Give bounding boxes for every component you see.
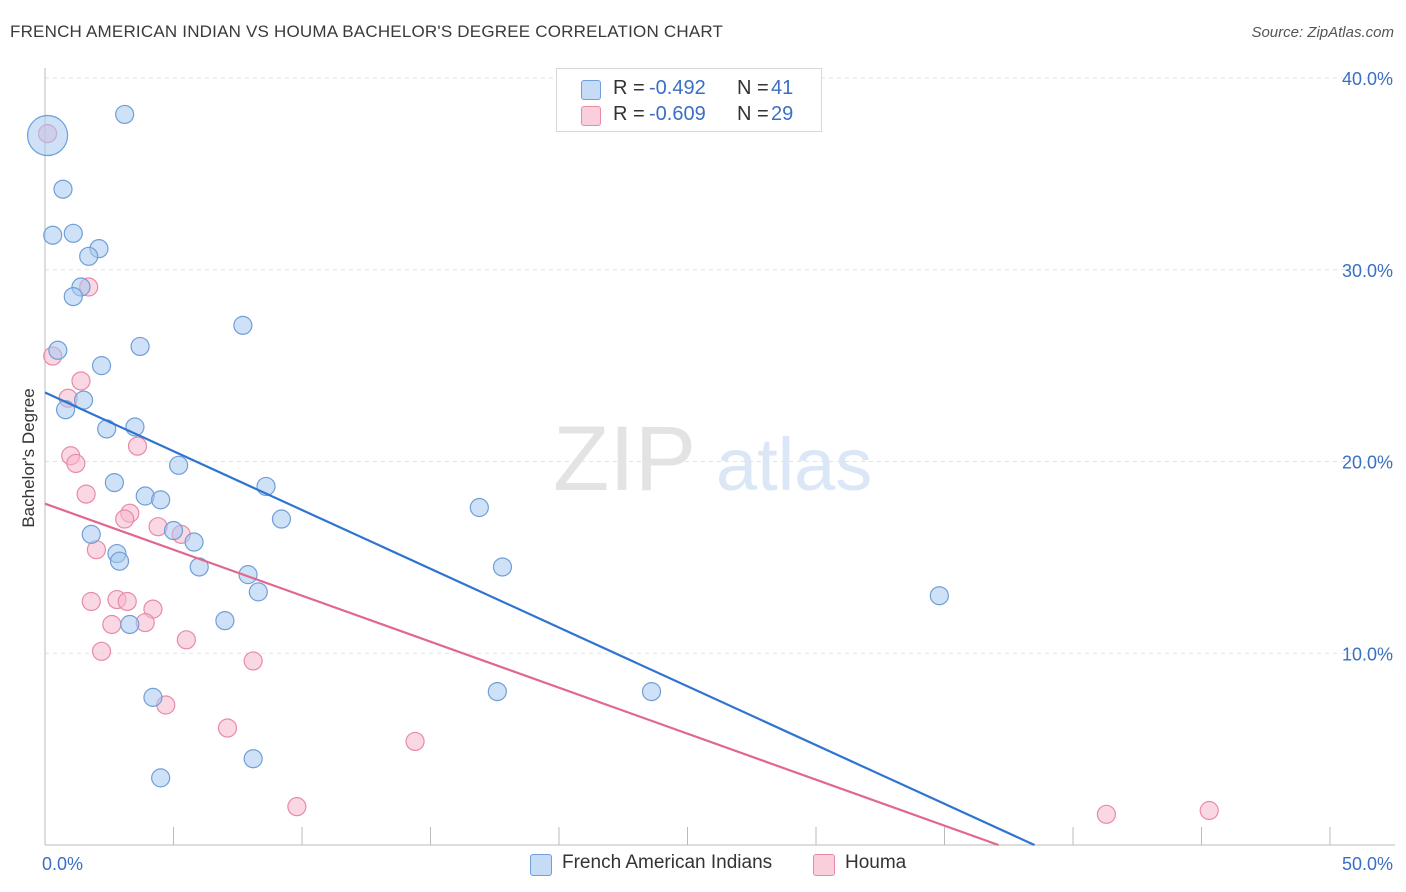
r-value: -0.609 [649, 103, 706, 125]
houma-point [243, 651, 263, 671]
y-tick-label: 20.0% [1342, 453, 1393, 473]
french-american-indian-point [492, 557, 513, 577]
french-american-indian-point [248, 582, 268, 602]
french-american-indian-point [469, 497, 489, 518]
french-american-indian-point [243, 749, 263, 769]
french-american-indian-point [26, 114, 69, 157]
watermark: ZIP atlas [553, 408, 872, 510]
y-tick-labels: 10.0% 20.0% 30.0% 40.0% [1342, 69, 1393, 664]
pink-swatch [581, 106, 601, 126]
houma-point [81, 591, 101, 612]
french-american-indian-point [115, 104, 135, 125]
r-value: -0.492 [649, 77, 706, 99]
french-american-indian-point [104, 472, 124, 493]
houma-point [66, 453, 86, 474]
french-american-indian-point [487, 681, 507, 702]
legend-label: Houma [845, 852, 907, 873]
houma-point [71, 371, 91, 391]
houma-point [176, 630, 196, 650]
french-american-indian-point [130, 336, 150, 357]
y-tick-label: 10.0% [1342, 644, 1393, 664]
houma-point [1199, 800, 1219, 821]
french-american-indian-point [151, 768, 171, 788]
houma-point [115, 509, 135, 529]
houma-point [405, 731, 425, 752]
y-tick-label: 40.0% [1342, 69, 1393, 89]
french-american-indian-point [215, 611, 235, 631]
houma-point [102, 614, 122, 635]
houma-point [91, 641, 112, 661]
french-american-indian-point [151, 490, 171, 510]
french-american-indian-point [169, 455, 189, 475]
legend-label: French American Indians [562, 852, 773, 873]
french-american-indian-point [184, 532, 204, 552]
houma-point [217, 718, 238, 738]
houma-point [287, 797, 307, 817]
n-label: N = [737, 77, 769, 99]
chart-title: FRENCH AMERICAN INDIAN VS HOUMA BACHELOR… [10, 22, 724, 41]
blue-swatch [581, 80, 601, 100]
french-american-indian-points [26, 104, 949, 788]
source-label: Source: ZipAtlas.com [1251, 24, 1394, 41]
french-american-indian-point [63, 223, 83, 243]
x-tick-labels: 0.0% 50.0% [42, 854, 1393, 874]
n-value: 41 [771, 77, 794, 99]
watermark-atlas: atlas [716, 423, 872, 506]
series-legend: French American Indians Houma [0, 852, 1406, 878]
houma-point [127, 436, 148, 456]
french-american-indian-point [48, 340, 68, 360]
y-axis-label: Bachelor's Degree [19, 388, 38, 527]
watermark-zip: ZIP [553, 408, 696, 510]
n-value: 29 [771, 103, 794, 125]
french-american-indian-point [91, 356, 112, 376]
french-american-indian-point [109, 551, 130, 571]
french-american-indian-point [143, 687, 163, 707]
y-tick-label: 30.0% [1342, 261, 1393, 281]
r-label: R = [613, 77, 645, 99]
blue-swatch [530, 854, 552, 876]
french-american-indian-point [233, 315, 253, 335]
n-label: N = [737, 103, 769, 125]
french-american-indian-point [55, 400, 76, 420]
french-american-indian-point [43, 225, 63, 245]
french-american-indian-point [929, 586, 949, 606]
r-label: R = [613, 103, 645, 125]
houma-point [76, 484, 96, 504]
french-american-indian-point [81, 524, 101, 544]
french-american-indian-point [63, 286, 83, 307]
french-american-indian-point [79, 246, 99, 266]
correlation-legend: R = -0.492 N = 41 R = -0.609 N = 29 [556, 68, 822, 132]
french-american-indian-point [641, 681, 662, 702]
houma-point [117, 591, 137, 612]
french-american-indian-point [53, 179, 73, 199]
x-tick-label-max: 50.0% [1342, 854, 1393, 874]
pink-swatch [813, 854, 835, 876]
french-american-indian-trend-line [44, 391, 1035, 847]
houma-trend-line [44, 502, 999, 847]
houma-point [1096, 804, 1117, 824]
french-american-indian-point [163, 520, 184, 541]
axes [44, 68, 1395, 846]
x-tick-label-min: 0.0% [42, 854, 83, 874]
french-american-indian-point [271, 509, 292, 529]
french-american-indian-point [120, 614, 140, 635]
trend-lines [44, 391, 1035, 847]
